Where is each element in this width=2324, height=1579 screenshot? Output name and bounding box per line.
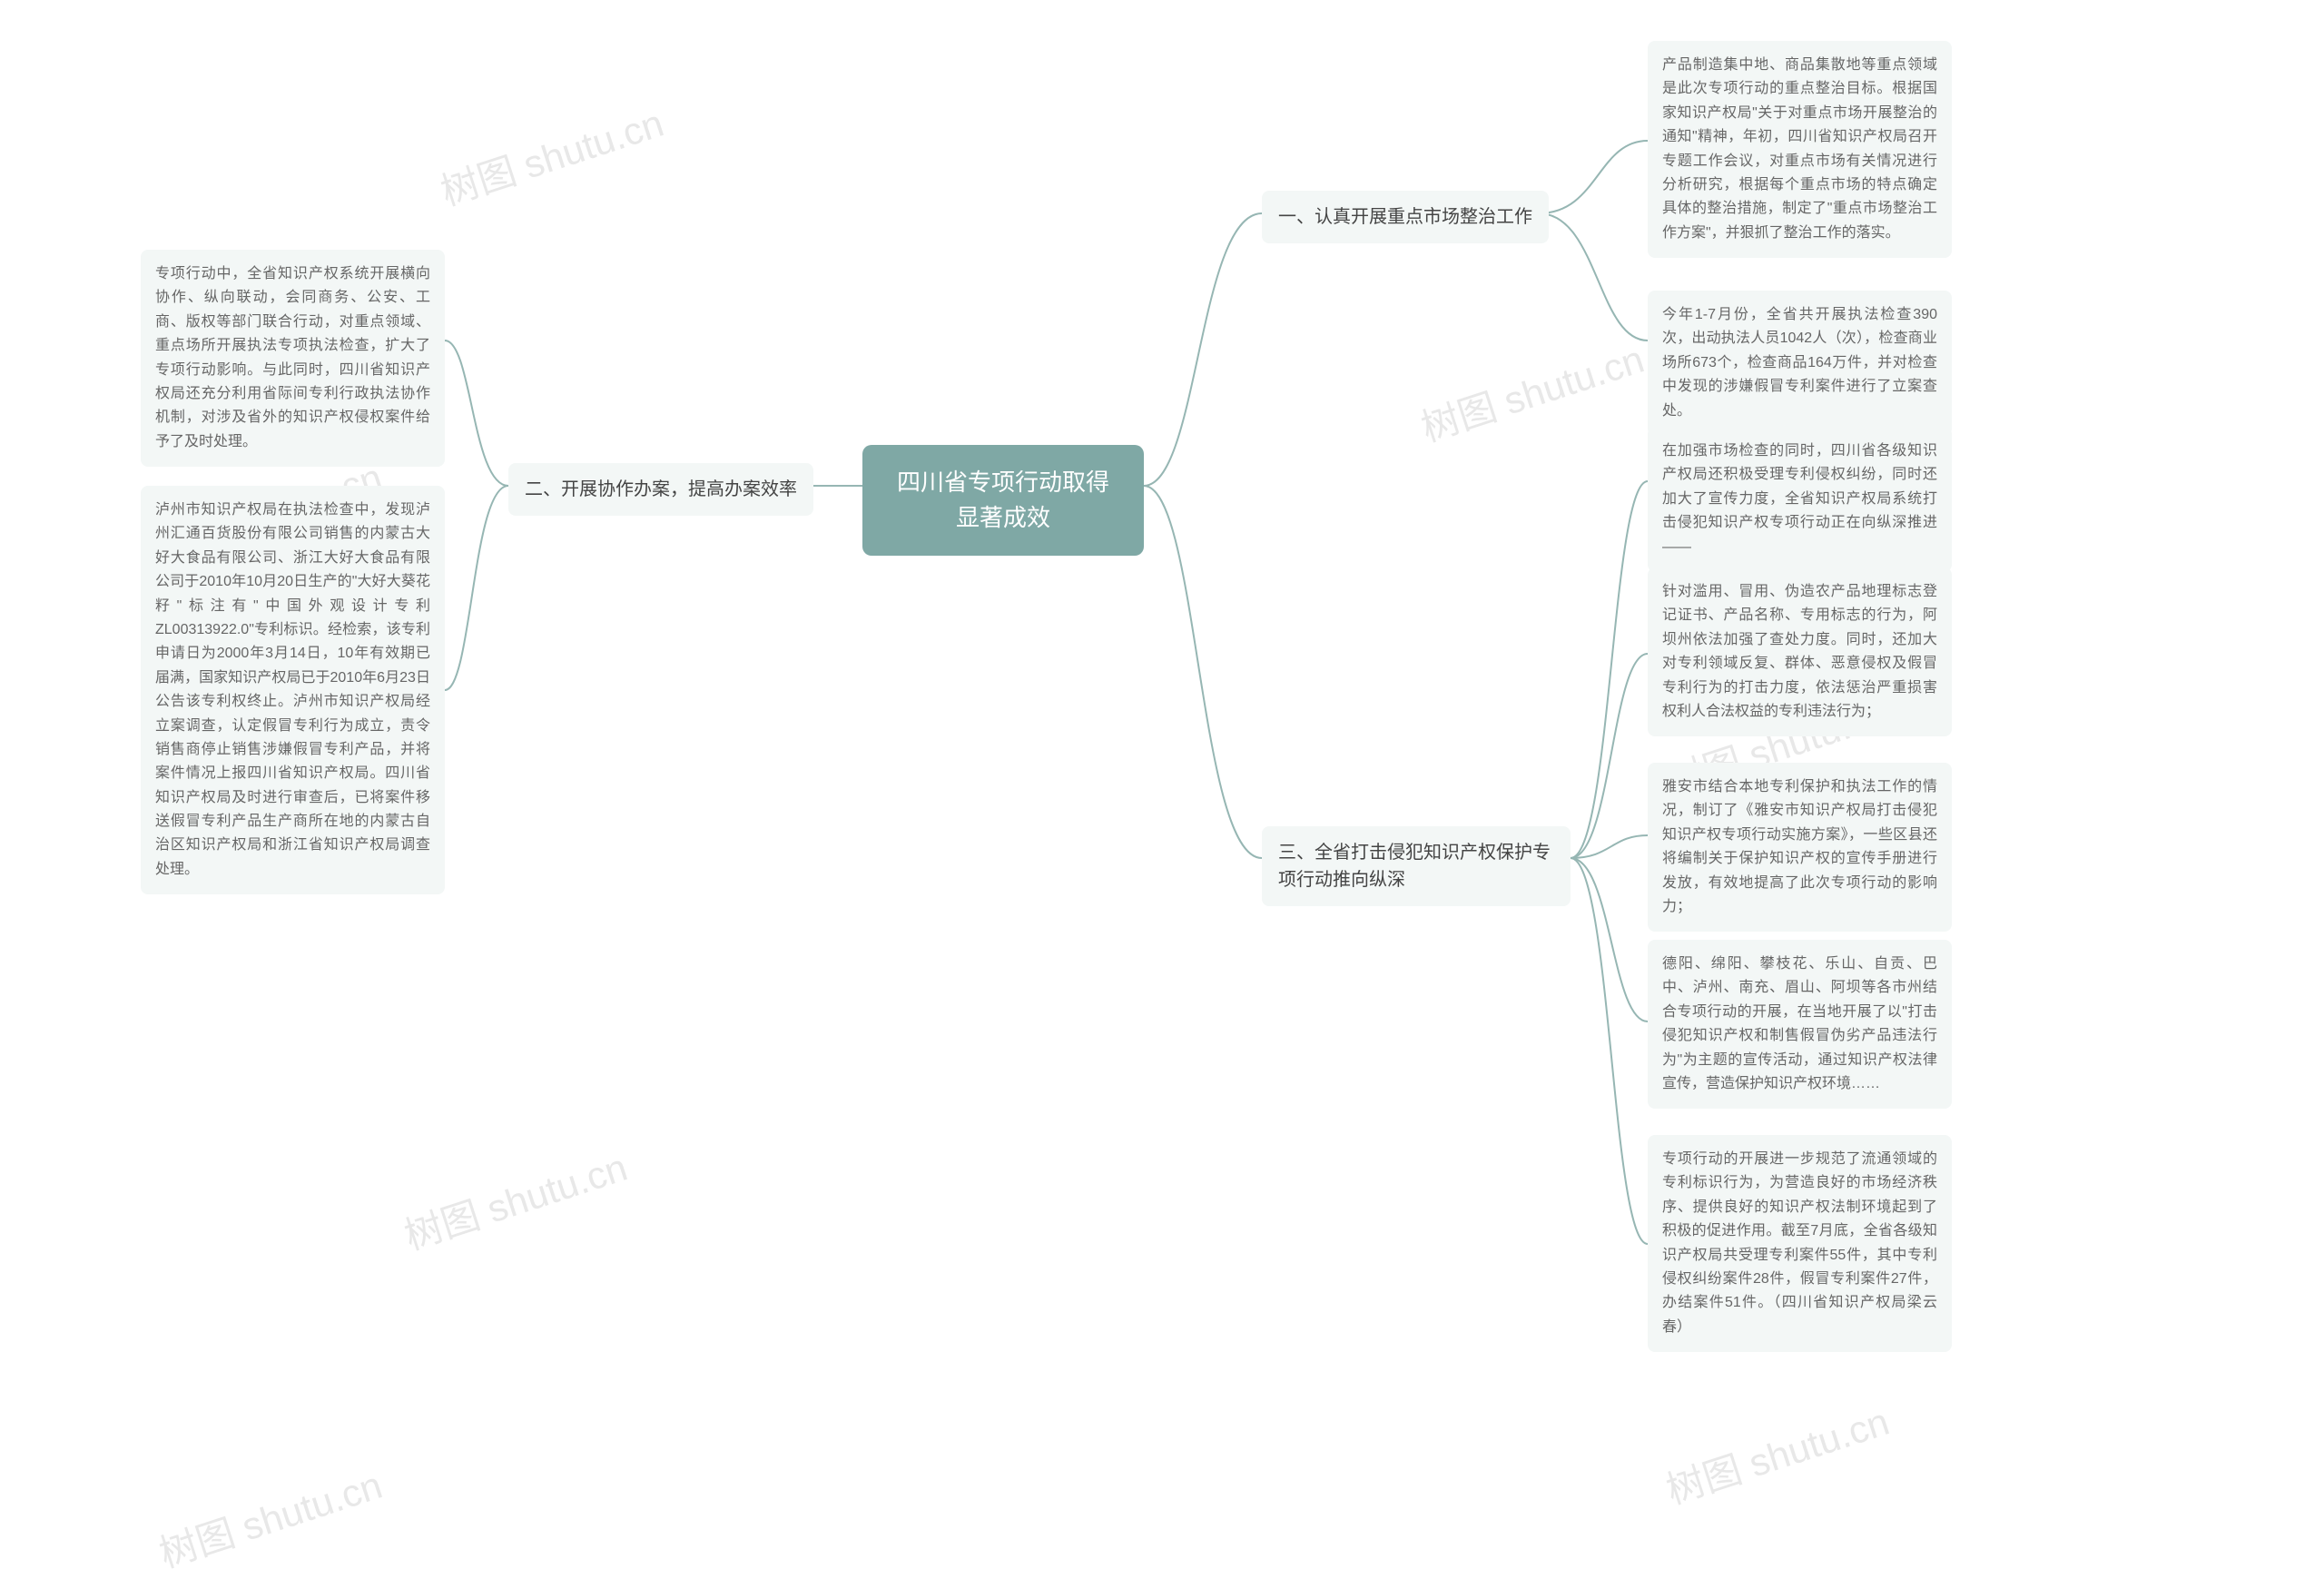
branch-2: 二、开展协作办案，提高办案效率: [508, 463, 813, 516]
watermark: 树图 shutu.cn: [1413, 329, 1650, 453]
leaf-b2-2: 泸州市知识产权局在执法检查中，发现泸州汇通百货股份有限公司销售的内蒙古大好大食品…: [141, 486, 445, 894]
watermark: 树图 shutu.cn: [397, 1137, 634, 1261]
leaf-b3-5: 专项行动的开展进一步规范了流通领域的专利标识行为，为营造良好的市场经济秩序、提供…: [1648, 1135, 1952, 1352]
root-node: 四川省专项行动取得显著成效: [862, 445, 1144, 556]
leaf-b3-4: 德阳、绵阳、攀枝花、乐山、自贡、巴中、泸州、南充、眉山、阿坝等各市州结合专项行动…: [1648, 940, 1952, 1109]
leaf-b2-1: 专项行动中，全省知识产权系统开展横向协作、纵向联动，会同商务、公安、工商、版权等…: [141, 250, 445, 467]
watermark: 树图 shutu.cn: [152, 1455, 389, 1579]
watermark: 树图 shutu.cn: [1659, 1391, 1896, 1515]
branch-3: 三、全省打击侵犯知识产权保护专项行动推向纵深: [1262, 826, 1571, 906]
leaf-b3-3: 雅安市结合本地专利保护和执法工作的情况，制订了《雅安市知识产权局打击侵犯知识产权…: [1648, 763, 1952, 932]
leaf-b3-2: 针对滥用、冒用、伪造农产品地理标志登记证书、产品名称、专用标志的行为，阿坝州依法…: [1648, 567, 1952, 736]
leaf-b1-2: 今年1-7月份，全省共开展执法检查390次，出动执法人员1042人（次），检查商…: [1648, 291, 1952, 436]
leaf-b3-1: 在加强市场检查的同时，四川省各级知识产权局还积极受理专利侵权纠纷，同时还加大了宣…: [1648, 427, 1952, 572]
branch-1: 一、认真开展重点市场整治工作: [1262, 191, 1549, 243]
leaf-b1-1: 产品制造集中地、商品集散地等重点领域是此次专项行动的重点整治目标。根据国家知识产…: [1648, 41, 1952, 258]
watermark: 树图 shutu.cn: [433, 93, 670, 217]
